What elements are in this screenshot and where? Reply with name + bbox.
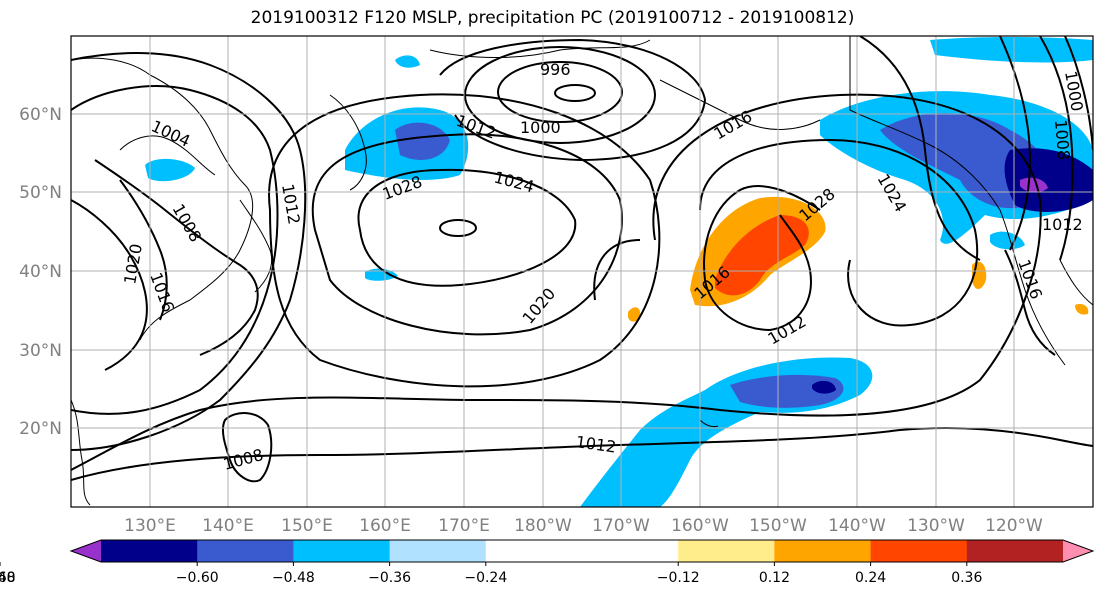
- coastlines: [71, 36, 1093, 506]
- contour-label: 1008: [1051, 119, 1073, 161]
- colorbar-tick-label: −0.60: [176, 570, 219, 586]
- colorbar-extension-min: [71, 540, 101, 562]
- lat-label: 60°N: [19, 105, 62, 125]
- colorbar-tick-label: 0.24: [855, 570, 886, 586]
- graticule: [71, 36, 1093, 507]
- colorbar-outline: [69, 539, 1095, 563]
- lon-label: 120°W: [985, 516, 1043, 536]
- lon-label: 130°E: [124, 516, 176, 536]
- lon-label: 170°W: [592, 516, 650, 536]
- colorbar-box: [389, 540, 487, 562]
- colorbar-tick-label: 0.36: [951, 570, 982, 586]
- lon-label: 140°E: [202, 516, 254, 536]
- precipitation-shading: [145, 37, 1093, 507]
- contour-label: 1012: [1042, 215, 1083, 234]
- colorbar-tick-label: −0.48: [272, 570, 315, 586]
- colorbar-tick-label: −0.24: [464, 570, 507, 586]
- colorbar-tick-label: −0.12: [657, 570, 700, 586]
- lon-label: 150°E: [281, 516, 333, 536]
- colorbar-box: [101, 540, 198, 562]
- lon-label: 150°W: [749, 516, 807, 536]
- latitude-labels: 60°N 50°N 40°N 30°N 20°N: [19, 105, 62, 439]
- colorbar-box: [870, 540, 968, 562]
- colorbar-box: [485, 540, 583, 562]
- lat-label: 50°N: [19, 183, 62, 203]
- colorbar-tick-label: −0.36: [368, 570, 411, 586]
- colorbar-box: [678, 540, 775, 562]
- colorbar-tick-label: 0.12: [759, 570, 790, 586]
- longitude-labels: 130°E 140°E 150°E 160°E 170°E 180°W 170°…: [124, 516, 1043, 536]
- map-frame: [70, 35, 1094, 508]
- colorbar-extension-max: [1063, 540, 1093, 562]
- colorbar: −0.60 −0.48 −0.36 −0.24 −0.12 0.12 0.24 0.36 0.4…: [0, 539, 1095, 586]
- lon-label: 160°E: [359, 516, 411, 536]
- contour-label: 996: [540, 60, 571, 79]
- colorbar-tick-label: 0.60: [0, 570, 16, 586]
- lat-label: 20°N: [19, 419, 62, 439]
- lon-label: 130°W: [907, 516, 965, 536]
- lat-label: 40°N: [19, 262, 62, 282]
- colorbar-box: [774, 540, 872, 562]
- colorbar-box: [293, 540, 391, 562]
- colorbar-box: [966, 540, 1064, 562]
- contour-label: 1000: [520, 118, 561, 137]
- lon-label: 180°W: [514, 516, 572, 536]
- colorbar-tick-label: 0.48: [0, 570, 16, 586]
- lon-label: 160°W: [671, 516, 729, 536]
- lon-label: 140°W: [828, 516, 886, 536]
- map-title: 2019100312 F120 MSLP, precipitation PC (…: [250, 8, 855, 28]
- isobars: [71, 36, 1093, 483]
- colorbar-box: [582, 540, 679, 562]
- lon-label: 170°E: [438, 516, 490, 536]
- lat-label: 30°N: [19, 341, 62, 361]
- colorbar-box: [197, 540, 294, 562]
